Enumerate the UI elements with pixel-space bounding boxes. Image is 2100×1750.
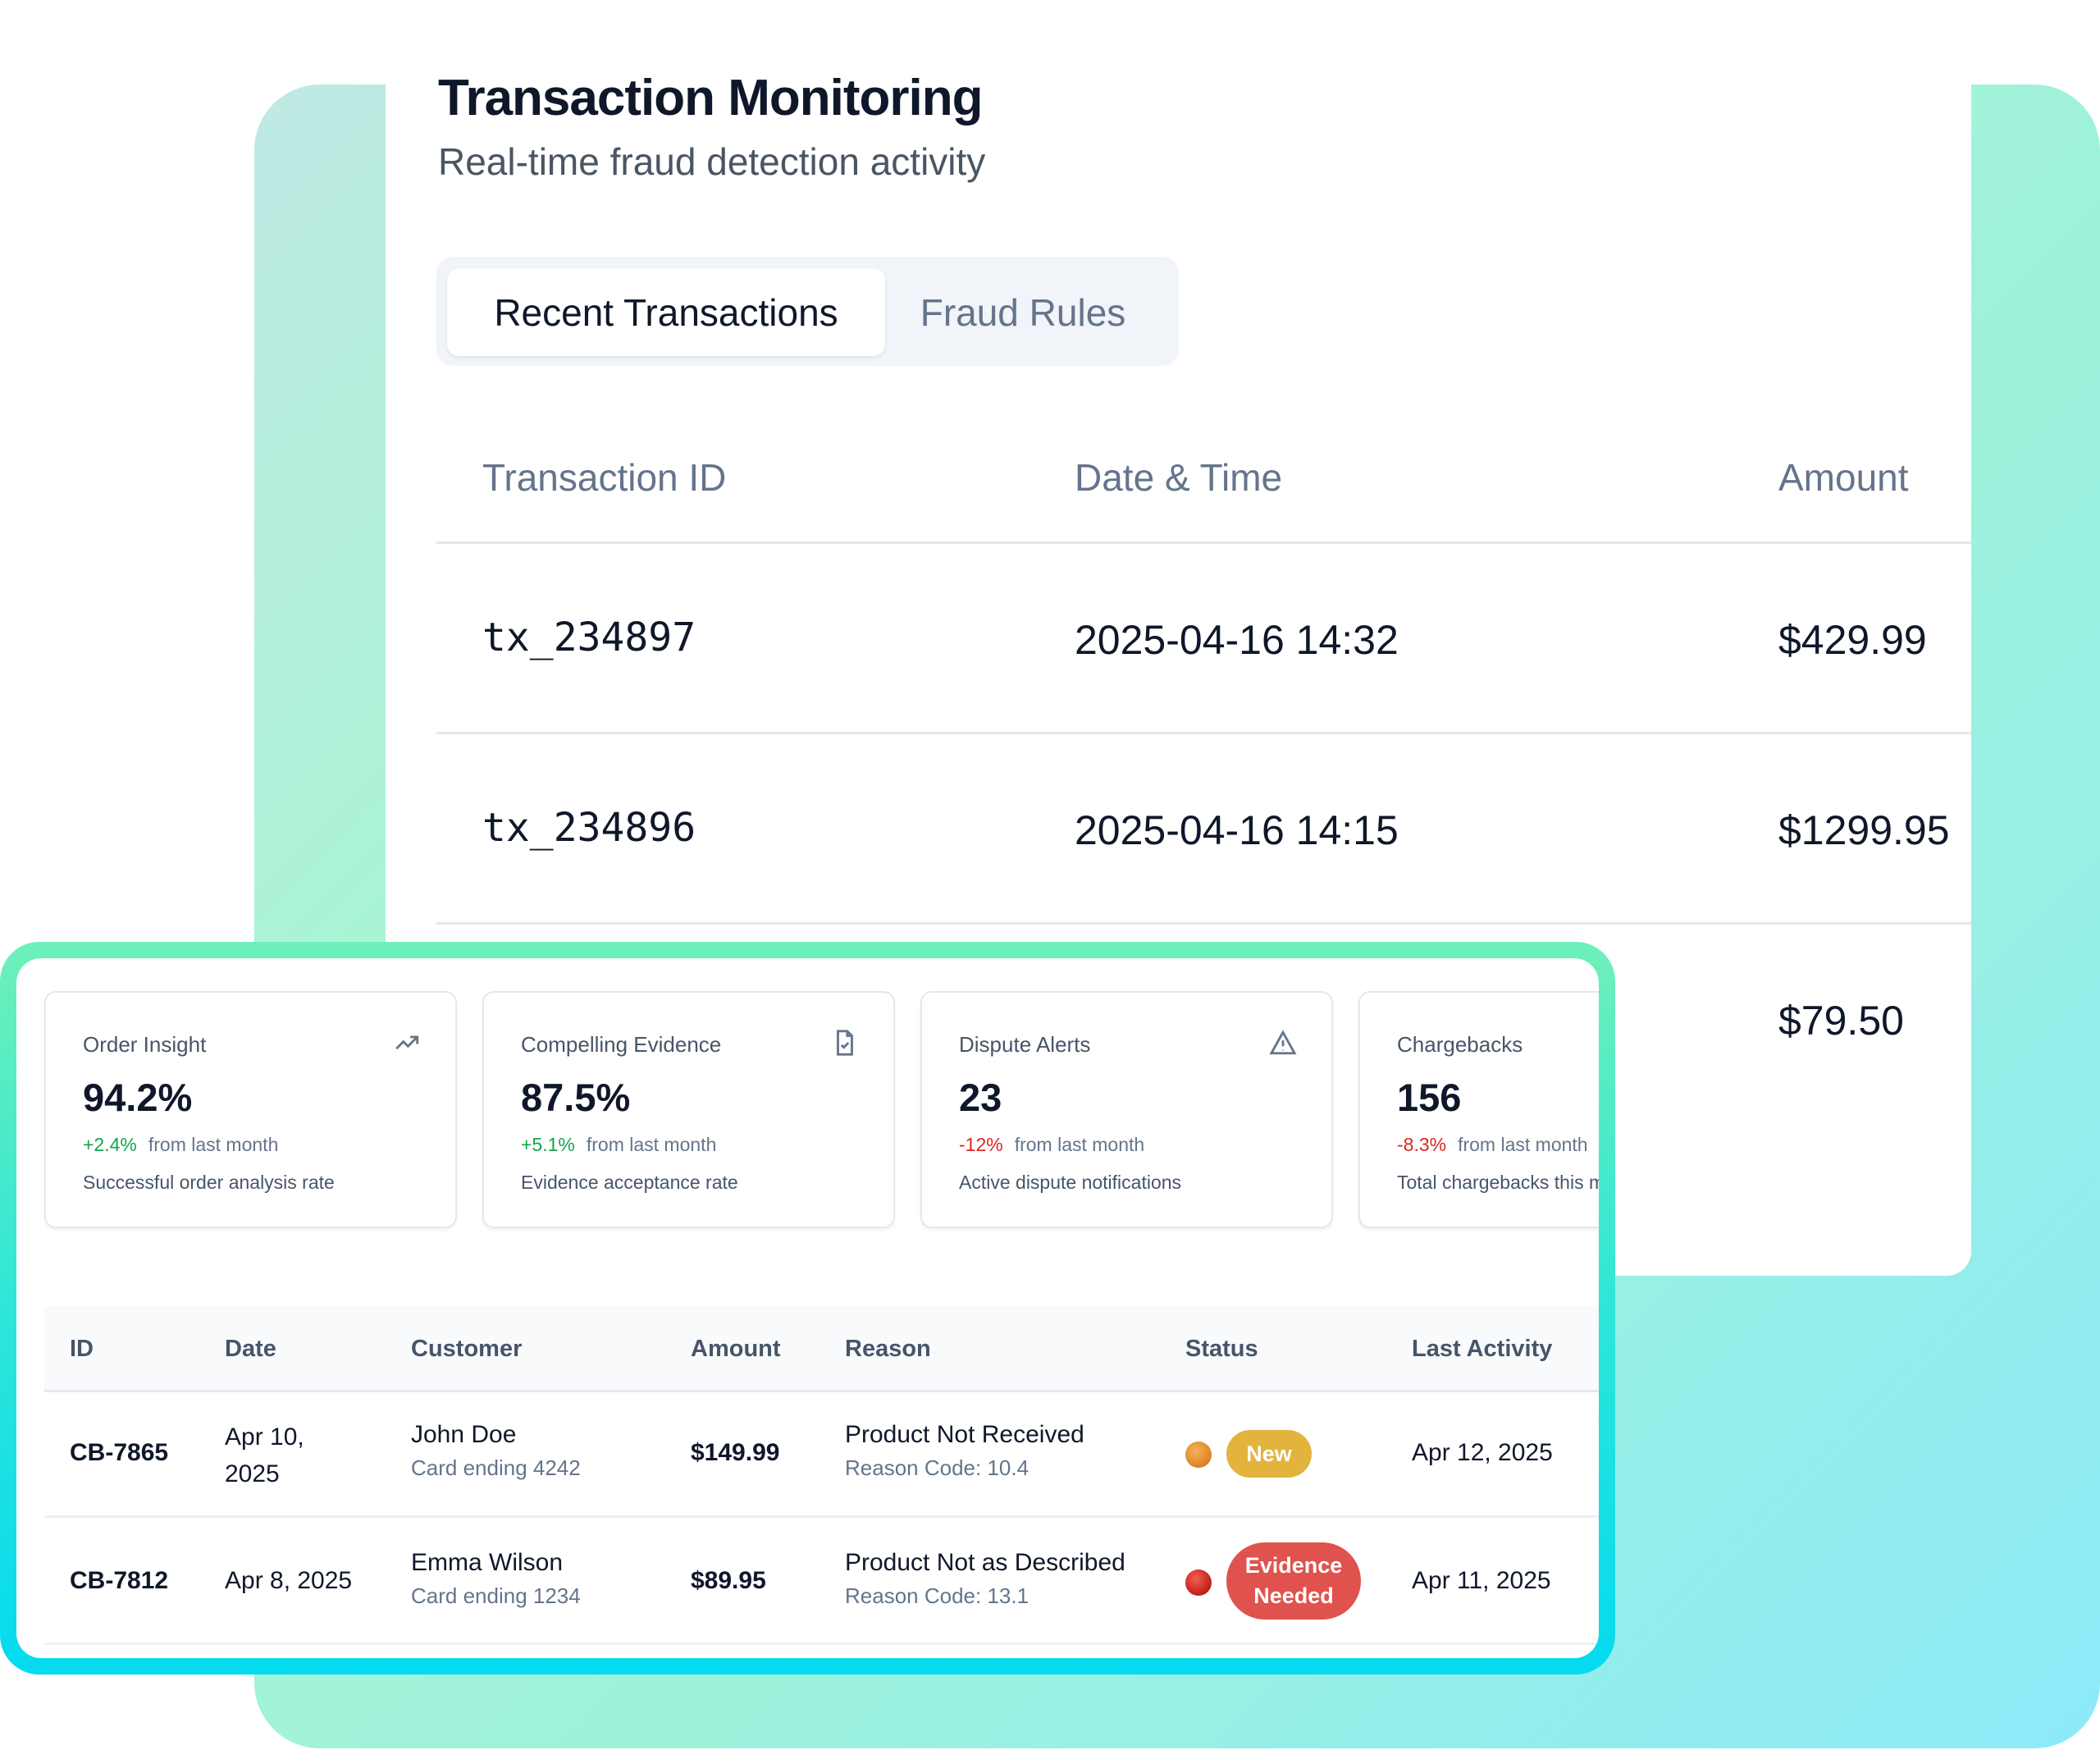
column-header[interactable]: Date: [225, 1336, 276, 1362]
chargeback-id: CB-7812: [70, 1567, 169, 1594]
column-header[interactable]: Date & Time: [1075, 456, 1283, 499]
stat-card-chargebacks: Chargebacks 156 -8.3% from last month Tot…: [1358, 991, 1599, 1228]
transaction-amount: $1299.95: [1778, 807, 1950, 853]
last-activity: Apr 12, 2025: [1412, 1439, 1553, 1466]
table-row[interactable]: tx_234897 2025-04-16 14:32 $429.99: [436, 544, 1971, 734]
page-title: Transaction Monitoring: [438, 70, 983, 126]
reason-code: Reason Code: 10.4: [845, 1455, 1029, 1480]
chargeback-id: CB-7865: [70, 1439, 169, 1466]
status-dot-icon: [1185, 1570, 1212, 1596]
column-header[interactable]: ID: [70, 1336, 94, 1362]
stat-delta: -8.3% from last month: [1397, 1134, 1588, 1155]
chargeback-date: Apr 8, 2025: [225, 1567, 353, 1594]
customer-name: John Doe: [411, 1421, 517, 1448]
reason-cell: Product Not as Described Reason Code: 13.…: [845, 1549, 1125, 1609]
transaction-id: tx_234897: [482, 615, 696, 660]
transaction-id: tx_234896: [482, 805, 696, 851]
transactions-table-header: Transaction ID Date & Time Amount: [436, 427, 1971, 544]
stat-card-order-insight: Order Insight 94.2% +2.4% from last month…: [44, 991, 457, 1228]
reason-cell: Product Not Received Reason Code: 10.4: [845, 1421, 1084, 1481]
customer-cell: John Doe Card ending 4242: [411, 1421, 581, 1481]
last-activity: Apr 11, 2025: [1412, 1567, 1551, 1594]
stat-value: 156: [1397, 1076, 1462, 1119]
card-info: Card ending 4242: [411, 1455, 581, 1480]
table-row[interactable]: tx_234896 2025-04-16 14:15 $1299.95: [436, 734, 1971, 925]
stat-description: Evidence acceptance rate: [521, 1172, 738, 1193]
column-header[interactable]: Customer: [411, 1336, 523, 1362]
tab-bar: Recent Transactions Fraud Rules: [436, 257, 1179, 366]
reason-code: Reason Code: 13.1: [845, 1583, 1029, 1608]
card-info: Card ending 1234: [411, 1583, 581, 1608]
trending-up-icon: [395, 1035, 419, 1050]
chargeback-dashboard-frame: Order Insight 94.2% +2.4% from last month…: [0, 942, 1615, 1675]
file-check-icon: [837, 1030, 853, 1056]
column-header[interactable]: Amount: [691, 1336, 781, 1362]
reason: Product Not Received: [845, 1421, 1084, 1448]
table-row[interactable]: CB-7865 Apr 10, 2025 John Doe Card ending…: [44, 1392, 1599, 1518]
stat-delta: +2.4% from last month: [83, 1134, 279, 1155]
stat-title: Order Insight: [83, 1032, 207, 1057]
stat-delta: +5.1% from last month: [521, 1134, 717, 1155]
chargeback-date: Apr 10, 2025: [225, 1423, 304, 1487]
transaction-datetime: 2025-04-16 14:15: [1075, 807, 1399, 853]
column-header[interactable]: Last Activity: [1412, 1336, 1553, 1362]
table-row[interactable]: CB-7812 Apr 8, 2025 Emma Wilson Card endi…: [44, 1518, 1599, 1645]
chargeback-amount: $149.99: [691, 1439, 780, 1466]
column-header[interactable]: Amount: [1778, 456, 1909, 499]
status-dot-icon: [1185, 1442, 1212, 1468]
stat-value: 23: [959, 1076, 1002, 1119]
column-header[interactable]: Status: [1185, 1336, 1258, 1362]
chargebacks-table-header: ID Date Customer Amount Reason Status La…: [44, 1306, 1599, 1392]
customer-name: Emma Wilson: [411, 1549, 564, 1576]
transaction-amount: $79.50: [1778, 998, 1904, 1044]
page-subtitle: Real-time fraud detection activity: [438, 140, 986, 183]
status-badge: New: [1226, 1430, 1312, 1478]
tab-recent-transactions[interactable]: Recent Transactions: [447, 268, 885, 356]
chargeback-dashboard: Order Insight 94.2% +2.4% from last month…: [16, 958, 1599, 1658]
transaction-amount: $429.99: [1778, 617, 1927, 663]
stat-title: Compelling Evidence: [521, 1032, 722, 1057]
stat-card-compelling-evidence: Compelling Evidence 87.5% +5.1% from last…: [482, 991, 895, 1228]
stat-description: Successful order analysis rate: [83, 1172, 335, 1193]
table-row[interactable]: $79.50: [436, 925, 1971, 1115]
column-header[interactable]: Transaction ID: [482, 456, 727, 499]
customer-cell: Emma Wilson Card ending 1234: [411, 1549, 581, 1609]
stat-value: 87.5%: [521, 1076, 631, 1119]
tab-fraud-rules[interactable]: Fraud Rules: [920, 290, 1126, 334]
status-badge: Evidence Needed: [1226, 1542, 1361, 1620]
stat-delta: -12% from last month: [959, 1134, 1145, 1155]
stat-description: Total chargebacks this m: [1397, 1172, 1599, 1193]
chargeback-amount: $89.95: [691, 1567, 766, 1594]
transaction-datetime: 2025-04-16 14:32: [1075, 617, 1399, 663]
stat-title: Chargebacks: [1397, 1032, 1523, 1057]
stat-card-dispute-alerts: Dispute Alerts 23 -12% from last month Ac…: [920, 991, 1333, 1228]
alert-triangle-icon: [1269, 1030, 1297, 1055]
stat-description: Active dispute notifications: [959, 1172, 1182, 1193]
reason: Product Not as Described: [845, 1549, 1125, 1576]
column-header[interactable]: Reason: [845, 1336, 931, 1362]
stat-value: 94.2%: [83, 1076, 193, 1119]
stat-title: Dispute Alerts: [959, 1032, 1091, 1057]
